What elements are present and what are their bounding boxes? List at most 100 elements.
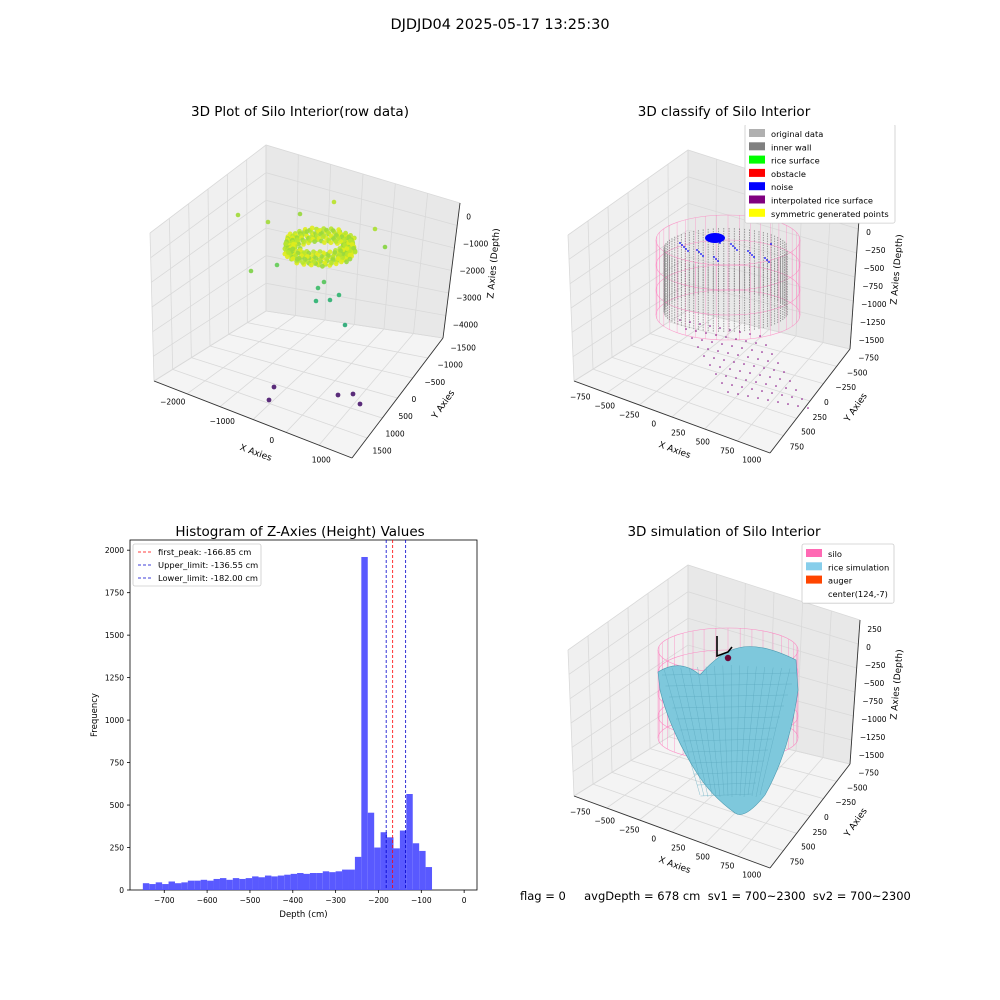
p2-legend-label: noise <box>771 182 793 192</box>
hist-bar <box>361 556 368 890</box>
p4-rice-mesh-line <box>665 683 793 687</box>
p2-legend-swatch <box>749 142 765 151</box>
p1-data-point <box>297 211 303 217</box>
p1-y-tick-label: 1500 <box>373 446 392 455</box>
p2-interp-point <box>745 379 747 381</box>
p2-interp-point <box>779 378 781 380</box>
p4-x-tick-label: 1000 <box>742 871 761 880</box>
p1-y-axis-label: Y Axies <box>430 388 458 421</box>
p4-rice-mesh-line <box>751 667 774 797</box>
p2-interp-point <box>797 405 799 407</box>
p4-legend-swatch <box>806 549 822 557</box>
hist-bar <box>174 883 182 890</box>
p2-interp-point <box>759 335 761 337</box>
hist-bar <box>264 875 272 890</box>
p2-legend-label: original data <box>771 129 823 139</box>
hist-bar <box>232 878 240 890</box>
hist-bar <box>284 874 291 890</box>
figure-title: DJDJD04 2025-05-17 13:25:30 <box>390 17 610 33</box>
p1-data-point <box>320 263 325 269</box>
p2-interp-point <box>755 381 757 383</box>
p2-interp-point <box>695 330 697 332</box>
p1-data-point <box>309 225 315 231</box>
p4-y-tick-label: −250 <box>835 798 856 807</box>
p1-data-point <box>290 246 296 252</box>
hist-bar <box>226 879 233 890</box>
hist-x-tick-label: −600 <box>197 896 218 905</box>
p1-data-point <box>346 234 352 240</box>
p4-z-tick-label: −1500 <box>859 751 885 760</box>
hist-bar <box>419 850 426 890</box>
p2-noise-point <box>700 253 702 255</box>
p2-interp-point <box>757 358 759 360</box>
p2-legend-label: symmetric generated points <box>771 209 889 219</box>
p1-data-point <box>248 268 254 274</box>
p2-interp-point <box>767 399 769 401</box>
p2-noise-point <box>751 254 753 256</box>
p1-data-point <box>290 256 296 261</box>
hist-bar <box>374 847 381 890</box>
p2-interp-point <box>791 396 793 398</box>
p2-x-tick-label: −250 <box>619 411 640 420</box>
p1-x-tick-label: −1000 <box>210 417 236 426</box>
p2-interp-point <box>731 345 733 347</box>
p1-data-point <box>357 401 363 407</box>
hist-bar <box>194 880 201 890</box>
hist-bar <box>213 878 220 890</box>
p2-noise-point <box>753 256 755 258</box>
panel4-title: 3D simulation of Silo Interior <box>627 524 821 540</box>
p2-interp-point <box>763 367 765 369</box>
p1-y-tick-label: 0 <box>412 395 417 404</box>
p1-data-point <box>296 241 302 247</box>
hist-y-tick-label: 2000 <box>105 546 124 555</box>
p1-data-point <box>266 397 272 403</box>
p1-data-point <box>344 259 349 265</box>
p1-data-point <box>336 227 342 233</box>
p2-interp-point <box>719 366 721 368</box>
hist-bar <box>297 873 304 890</box>
p1-data-point <box>327 297 333 303</box>
hist-y-tick-label: 1750 <box>105 589 124 598</box>
p2-interp-point <box>691 337 693 339</box>
status-line: flag = 0 avgDepth = 678 cm sv1 = 700~230… <box>520 889 911 903</box>
p2-z-tick-label: −750 <box>862 282 883 291</box>
p1-data-point <box>339 255 345 261</box>
p2-interp-point <box>781 394 783 396</box>
p1-data-point <box>294 256 300 262</box>
p2-interp-point <box>719 327 721 329</box>
p2-legend-swatch <box>749 168 765 177</box>
p2-interp-point <box>729 368 731 370</box>
p1-data-point <box>337 252 342 257</box>
p2-y-tick-label: 0 <box>824 398 829 407</box>
p2-y-tick-label: −500 <box>847 368 868 377</box>
p2-grid-line <box>687 309 851 350</box>
p1-data-point <box>291 241 296 247</box>
p4-rice-mesh-line <box>672 705 785 709</box>
hist-y-tick-label: 1500 <box>105 631 124 640</box>
p1-data-point <box>315 285 321 291</box>
hist-x-tick-label: −700 <box>154 896 175 905</box>
p2-interp-point <box>807 407 809 409</box>
hist-bar <box>335 871 343 890</box>
p4-rice-mesh-line <box>689 667 713 796</box>
p1-data-point <box>330 257 336 262</box>
p4-z-tick-label: −1000 <box>861 715 887 724</box>
p2-interp-point <box>755 342 757 344</box>
p2-noise-point <box>681 244 683 246</box>
p2-interp-point <box>753 365 755 367</box>
p4-rice-mesh-line <box>731 664 733 798</box>
p2-interp-point <box>739 331 741 333</box>
p2-noise-point <box>749 252 751 254</box>
p4-z-tick-label: −250 <box>865 661 886 670</box>
p2-noise-point <box>687 250 689 252</box>
p2-interp-point <box>699 323 701 325</box>
p2-interp-point <box>715 373 717 375</box>
hist-bar <box>258 877 265 890</box>
p2-interp-point <box>741 386 743 388</box>
p4-rice-mesh-line <box>759 668 791 796</box>
hist-x-tick-label: −100 <box>411 896 432 905</box>
p1-y-axis-line <box>351 337 444 459</box>
p2-y-axis-label: Y Axies <box>842 391 870 424</box>
p2-interp-point <box>787 403 789 405</box>
hist-y-tick-label: 1250 <box>105 674 124 683</box>
